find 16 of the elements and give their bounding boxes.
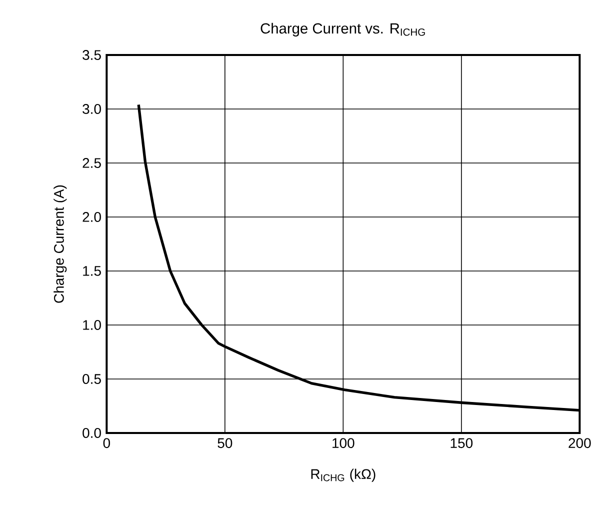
y-axis-title: Charge Current (A)	[54, 185, 67, 303]
y-tick-label: 0.0	[82, 428, 101, 438]
y-tick-label: 1.5	[83, 266, 101, 276]
x-tick-label: 0	[103, 438, 110, 448]
x-tick-label: 50	[218, 438, 232, 448]
y-tick-label: 3.5	[82, 50, 101, 60]
y-tick-label: 2.5	[82, 158, 101, 168]
y-tick-label: 2.0	[82, 212, 101, 222]
chart-title: Charge Current vs. R$_{ICHG}$	[260, 22, 425, 36]
y-tick-label: 1.0	[83, 320, 101, 330]
x-tick-label: 100	[332, 438, 354, 448]
x-axis-title: R$_{ICHG}$ (kΩ)	[311, 468, 376, 482]
x-tick-label: 150	[450, 438, 473, 448]
x-tick-label: 200	[568, 438, 591, 448]
y-tick-label: 0.5	[82, 374, 101, 384]
y-tick-label: 3.0	[82, 104, 101, 114]
